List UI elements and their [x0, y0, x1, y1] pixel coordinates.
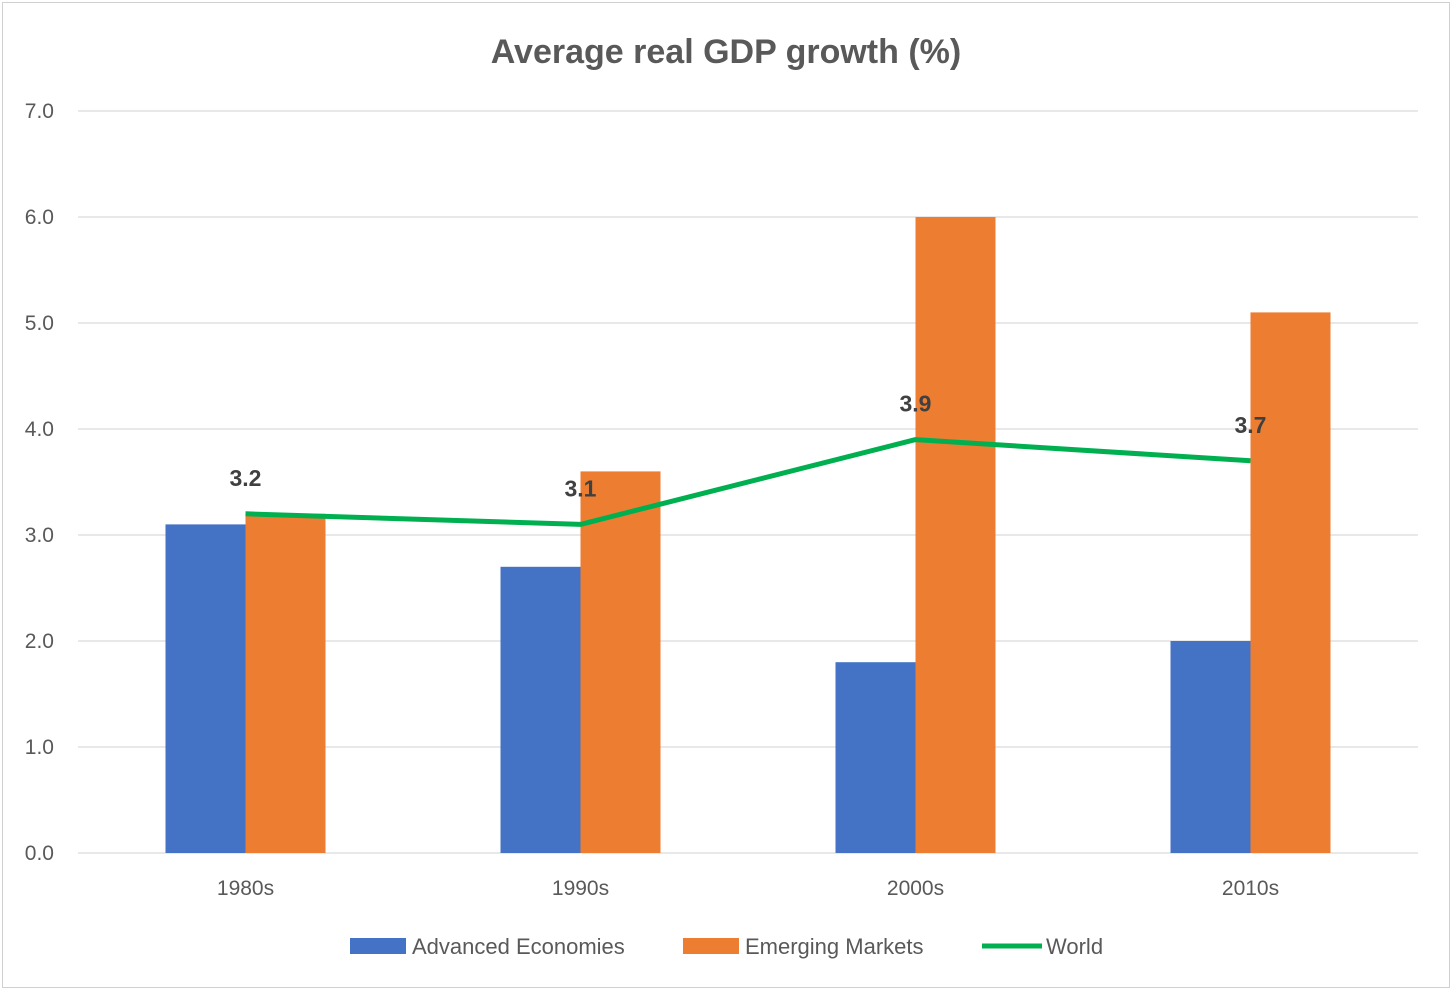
- x-tick-label: 1990s: [552, 877, 609, 900]
- x-tick-label: 2000s: [887, 877, 944, 900]
- y-tick-label: 3.0: [25, 524, 54, 547]
- bar-emerging-markets: [915, 217, 996, 853]
- legend-label: Advanced Economies: [412, 934, 625, 959]
- bar-emerging-markets: [580, 471, 661, 853]
- data-label: 3.7: [1235, 412, 1267, 438]
- bar-emerging-markets: [245, 513, 326, 853]
- y-tick-label: 1.0: [25, 736, 54, 759]
- legend-swatch: [350, 938, 406, 954]
- y-tick-label: 5.0: [25, 312, 54, 335]
- bar-advanced-economies: [500, 566, 581, 853]
- line-world: [245, 437, 1251, 527]
- bar-advanced-economies: [165, 524, 246, 853]
- y-tick-label: 0.0: [25, 842, 54, 865]
- chart-title: Average real GDP growth (%): [491, 33, 961, 71]
- data-label: 3.1: [565, 475, 597, 501]
- x-tick-label: 1980s: [217, 877, 274, 900]
- bar-emerging-markets: [1250, 312, 1331, 853]
- y-tick-label: 6.0: [25, 206, 54, 229]
- bar-advanced-economies: [1170, 641, 1251, 853]
- x-tick-label: 2010s: [1222, 877, 1279, 900]
- legend-swatch: [683, 938, 739, 954]
- data-label: 3.2: [230, 465, 262, 491]
- y-tick-label: 2.0: [25, 630, 54, 653]
- bar-advanced-economies: [835, 662, 916, 853]
- y-tick-label: 4.0: [25, 418, 54, 441]
- legend-label: World: [1046, 934, 1103, 959]
- y-tick-label: 7.0: [25, 100, 54, 123]
- data-label: 3.9: [900, 391, 932, 417]
- legend-label: Emerging Markets: [745, 934, 924, 959]
